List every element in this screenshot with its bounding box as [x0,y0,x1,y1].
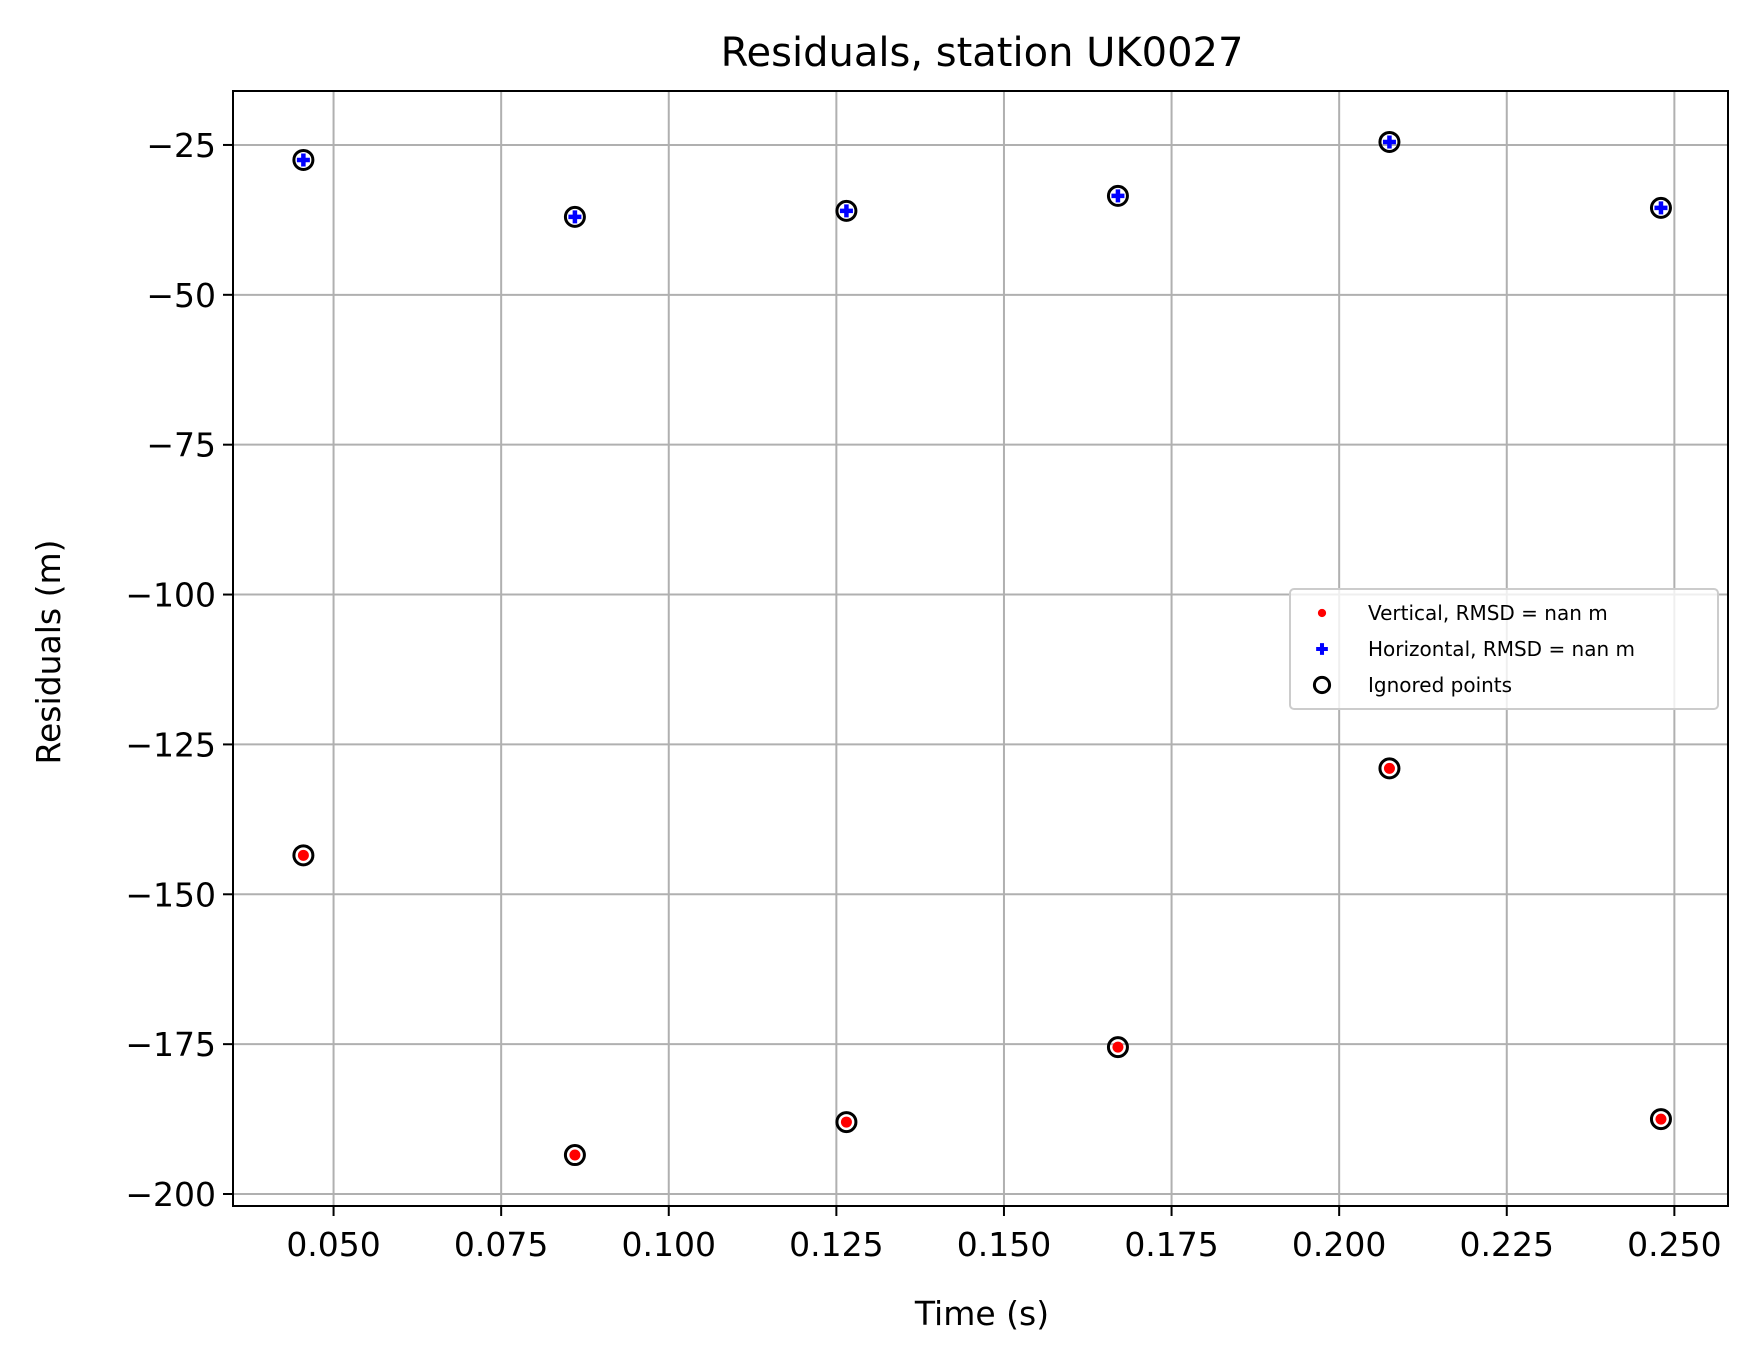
ignored-point [563,1144,586,1167]
axis-ticks: 0.050 0.075 0.100 0.125 0.150 0.175 0.200 0.225… [125,126,1721,1264]
y-tick-label: −25 [146,126,216,165]
x-tick-label: 0.075 [454,1225,548,1264]
y-tick-label: −175 [125,1025,216,1064]
vertical-residual-point [840,1116,852,1128]
ignored-point [1312,675,1332,695]
y-axis-title: Residuals (m) [29,540,68,765]
ignored-point [1106,184,1129,207]
y-tick-label: −50 [146,276,216,315]
legend-label: Vertical, RMSD = nan m [1368,601,1608,625]
ignored-point [1378,130,1401,153]
x-tick-label: 0.200 [1292,1225,1386,1264]
ignored-point [835,1111,858,1134]
x-tick-label: 0.050 [286,1225,380,1264]
vertical-residual-point [297,849,309,861]
data-points [292,130,1672,1167]
y-tick-label: −125 [125,725,216,764]
x-tick-label: 0.250 [1627,1225,1721,1264]
vertical-residual-point [569,1149,581,1161]
horizontal-residual-point [568,210,582,224]
vertical-residual-point [1112,1041,1124,1053]
horizontal-residual-point [1382,135,1396,149]
y-tick-label: −75 [146,426,216,465]
vertical-residual-point [1383,762,1395,774]
grid [233,91,1728,1206]
ignored-point [292,148,315,171]
x-axis-title: Time (s) [914,1294,1049,1333]
x-tick-label: 0.225 [1460,1225,1554,1264]
plot-frame [232,90,1729,1207]
legend-label: Horizontal, RMSD = nan m [1368,637,1635,661]
horizontal-residual-point [296,153,310,167]
ignored-point [563,205,586,228]
horizontal-residual-point [1316,643,1328,655]
vertical-residual-point [1317,608,1327,618]
ignored-point [1378,757,1401,780]
horizontal-residual-point [839,204,853,218]
vertical-residual-point [1655,1113,1667,1125]
legend: Vertical, RMSD = nan m Horizontal, RMSD =… [1289,588,1719,710]
ignored-point [1106,1036,1129,1059]
x-tick-label: 0.175 [1124,1225,1218,1264]
ignored-point [1649,196,1672,219]
horizontal-residual-point [1654,201,1668,215]
x-tick-label: 0.150 [957,1225,1051,1264]
x-tick-label: 0.125 [789,1225,883,1264]
horizontal-residual-point [1111,189,1125,203]
y-tick-label: −150 [125,875,216,914]
chart-title: Residuals, station UK0027 [721,30,1244,76]
y-tick-label: −100 [125,576,216,615]
ignored-point [835,199,858,222]
x-tick-label: 0.100 [622,1225,716,1264]
ignored-point [292,844,315,867]
y-tick-label: −200 [125,1175,216,1214]
legend-box [1289,588,1719,710]
ignored-point [1649,1108,1672,1131]
legend-label: Ignored points [1368,673,1512,697]
